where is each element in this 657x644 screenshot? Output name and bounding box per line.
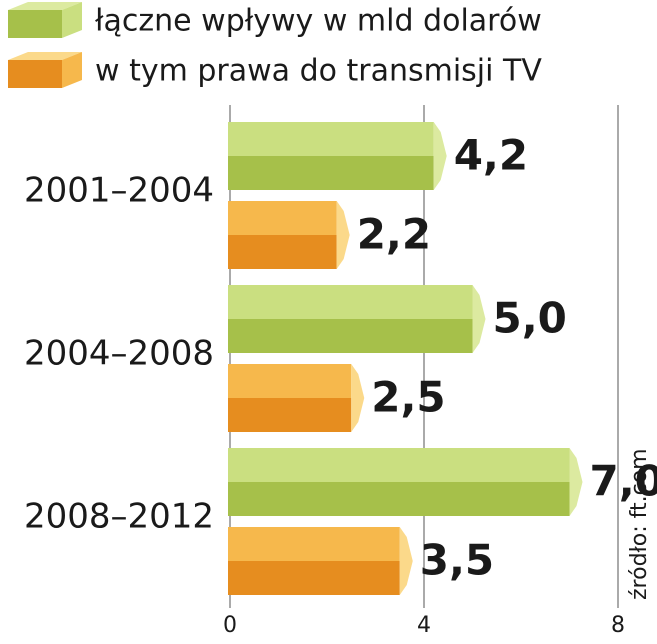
bar-top	[228, 448, 570, 482]
bar-top	[228, 364, 351, 398]
bar-bottom	[228, 561, 400, 595]
legend-label: łączne wpływy w mld dolarów	[95, 4, 542, 39]
legend-icon-front	[8, 10, 62, 38]
value-label: 2,5	[371, 373, 445, 422]
x-tick-label: 4	[417, 613, 431, 638]
bar-bottom	[228, 319, 473, 353]
bar-bottom	[228, 482, 570, 516]
bar	[228, 285, 486, 353]
value-label: 2,2	[357, 210, 431, 259]
value-label: 7,0	[590, 457, 657, 506]
y-tick-label: 2008–2012	[24, 497, 214, 537]
bar-top	[228, 527, 400, 561]
bar-top	[228, 201, 337, 235]
bar	[228, 364, 364, 432]
bar-cap	[337, 201, 350, 269]
bar	[228, 201, 350, 269]
x-tick-label: 8	[611, 613, 625, 638]
bar-bottom	[228, 398, 351, 432]
bar-bottom	[228, 235, 337, 269]
value-label: 4,2	[454, 131, 528, 180]
bar-cap	[473, 285, 486, 353]
y-tick-label: 2001–2004	[24, 171, 214, 211]
bar-bottom	[228, 156, 434, 190]
legend-label: w tym prawa do transmisji TV	[95, 54, 542, 89]
bar-cap	[434, 122, 447, 190]
bar-top	[228, 285, 473, 319]
bar	[228, 448, 583, 516]
legend-icon-front	[8, 60, 62, 88]
value-label: 3,5	[420, 536, 494, 585]
bar-cap	[400, 527, 413, 595]
x-tick-label: 0	[223, 613, 237, 638]
bar	[228, 527, 413, 595]
bar-cap	[570, 448, 583, 516]
bar	[228, 122, 447, 190]
y-tick-label: 2004–2008	[24, 334, 214, 374]
bar-cap	[351, 364, 364, 432]
value-label: 5,0	[493, 294, 567, 343]
bar-top	[228, 122, 434, 156]
